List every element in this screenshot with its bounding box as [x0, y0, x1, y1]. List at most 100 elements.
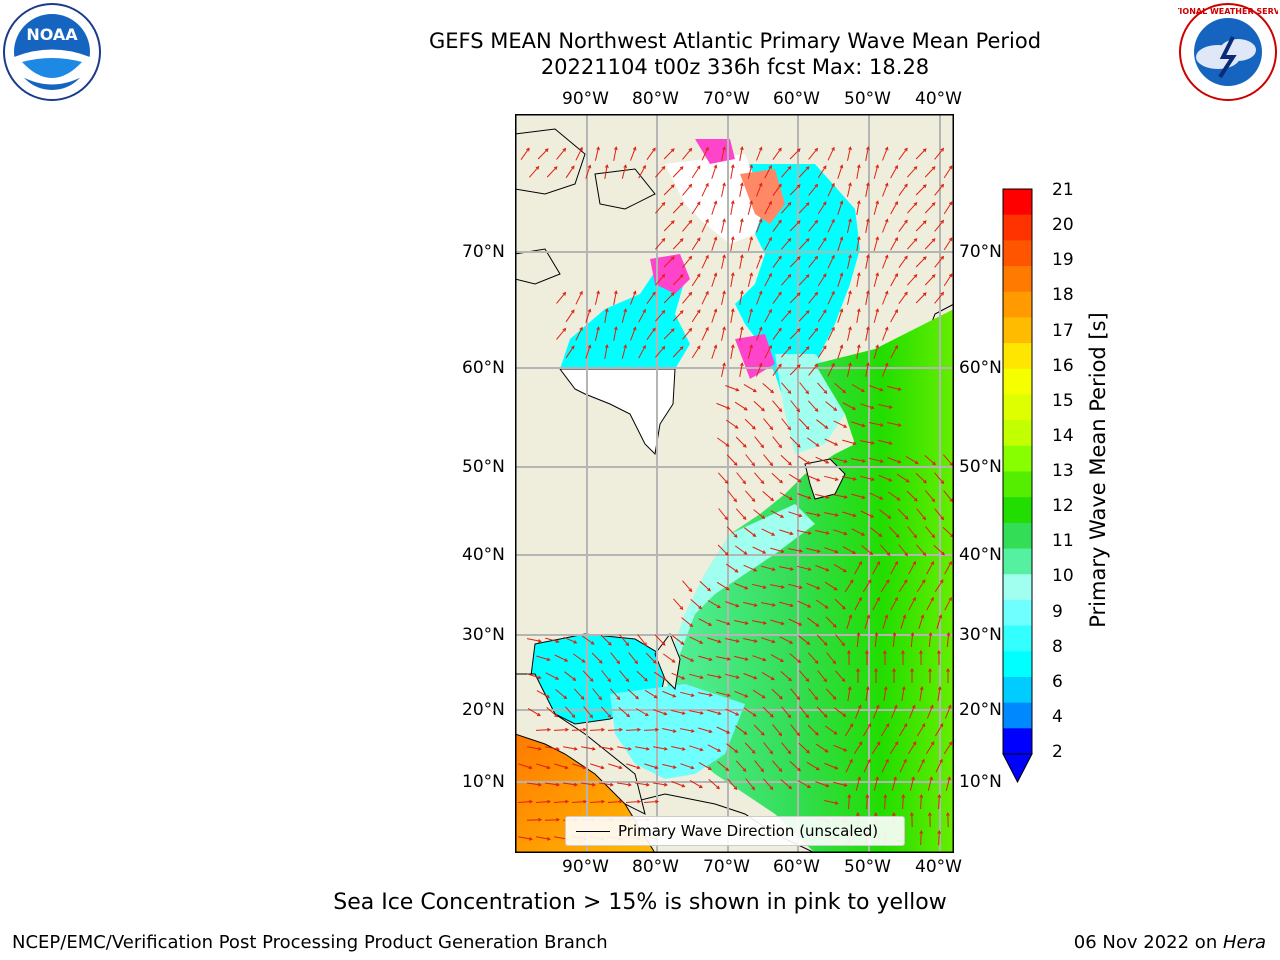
wave-arrow-head	[831, 362, 835, 367]
wave-arrow-head	[931, 238, 936, 242]
wave-arrow	[880, 579, 890, 593]
lat-label-left: 20°N	[462, 700, 505, 720]
wave-arrow	[554, 654, 568, 662]
wave-arrow-head	[874, 667, 878, 672]
wave-arrow	[887, 385, 901, 391]
wave-arrow	[789, 292, 801, 304]
wave-arrow-head	[544, 148, 549, 153]
wave-arrow-head	[589, 714, 594, 719]
wave-arrow	[711, 165, 717, 179]
colorbar-ticks: 21 20 19 18 17 16 15 14 13 12 11 10 9 8 6 4 2	[1052, 180, 1092, 770]
wave-arrow-head	[856, 344, 861, 349]
wave-arrow-head	[778, 147, 782, 152]
wave-arrow	[816, 419, 828, 429]
wave-arrow	[689, 673, 703, 679]
wave-arrow-head	[716, 785, 720, 790]
wave-arrow-head	[814, 327, 819, 332]
wave-arrow	[847, 363, 851, 377]
wave-arrow-head	[556, 817, 561, 822]
wave-arrow	[797, 780, 811, 788]
wave-arrow-head	[843, 748, 848, 752]
wave-arrow-head	[580, 696, 585, 700]
wave-arrow	[907, 202, 917, 214]
wave-arrow-head	[948, 201, 953, 206]
wave-arrow-head	[884, 614, 889, 619]
wave-arrow	[756, 255, 762, 269]
wave-arrow-head	[680, 641, 685, 645]
wave-arrow-head	[769, 713, 774, 718]
wave-arrow	[707, 600, 721, 608]
wave-arrow	[690, 599, 702, 609]
wave-arrow-head	[778, 363, 782, 368]
wave-arrow	[618, 707, 630, 717]
wave-arrow-head	[849, 758, 853, 763]
wave-arrow-head	[770, 497, 775, 502]
wave-arrow	[701, 291, 709, 305]
wave-arrow	[815, 456, 829, 464]
wave-arrow	[878, 404, 892, 408]
wave-arrow-head	[778, 291, 782, 296]
wave-arrow-head	[596, 146, 600, 151]
wave-arrow	[520, 148, 530, 160]
wave-arrow-head	[937, 686, 942, 691]
wave-arrow	[721, 327, 725, 341]
wave-arrow-head	[891, 811, 896, 816]
wave-arrow	[662, 763, 676, 769]
wave-arrow-head	[856, 236, 861, 241]
colorbar-segment	[1003, 189, 1032, 216]
map-canvas	[515, 114, 954, 853]
wave-arrow	[655, 202, 665, 214]
wave-arrow	[834, 707, 846, 717]
wave-arrow-head	[948, 165, 953, 170]
wave-arrow	[716, 656, 730, 660]
wave-arrow-head	[722, 218, 726, 223]
wave-arrow	[908, 597, 916, 611]
wave-arrow-head	[670, 256, 675, 261]
wave-arrow	[672, 166, 684, 178]
wave-arrow-head	[878, 533, 883, 537]
lat-label-left: 10°N	[462, 772, 505, 792]
wave-arrow	[556, 328, 566, 340]
wave-arrow-head	[733, 534, 738, 538]
wave-arrow-head	[831, 218, 835, 223]
wave-arrow	[563, 746, 577, 750]
wave-arrow	[906, 490, 918, 502]
wave-arrow-head	[894, 345, 898, 349]
colorbar-tick-label: 10	[1052, 566, 1074, 587]
wave-arrow	[725, 563, 739, 573]
wave-arrow	[862, 579, 872, 593]
wave-arrow-head	[730, 236, 735, 241]
wave-arrow	[608, 763, 622, 769]
wave-arrow-head	[852, 441, 857, 446]
wave-arrow-head	[831, 182, 835, 187]
footer-date: 06 Nov 2022 on	[1073, 932, 1223, 953]
wave-arrow-head	[870, 514, 875, 518]
wave-arrow-head	[663, 747, 668, 751]
wave-arrow-head	[940, 147, 945, 152]
wave-arrow	[691, 309, 701, 323]
colorbar-segment	[1003, 676, 1032, 704]
wave-arrow	[518, 836, 532, 840]
wave-arrow-head	[652, 147, 656, 152]
wave-arrow-head	[822, 345, 827, 350]
wave-arrow	[827, 147, 835, 161]
wave-arrow	[555, 689, 567, 699]
wave-arrow-head	[769, 462, 774, 467]
wave-arrow-head	[848, 290, 852, 295]
wave-arrow	[585, 345, 591, 359]
wave-arrow	[771, 472, 783, 484]
wave-arrow-head	[903, 758, 907, 763]
wave-arrow-head	[833, 731, 838, 735]
wave-arrow-head	[570, 345, 575, 350]
colorbar-tick-label: 15	[1052, 390, 1074, 411]
wave-arrow	[701, 255, 709, 269]
wave-arrow	[808, 364, 818, 376]
wave-arrow	[798, 310, 810, 322]
wave-arrow	[781, 238, 791, 250]
wave-arrow	[827, 183, 835, 197]
colorbar-tick-label: 21	[1052, 180, 1074, 200]
wave-arrow	[797, 493, 811, 499]
lon-label-bottom: 90°W	[562, 857, 609, 877]
wave-arrow-head	[894, 237, 898, 241]
noaa-logo: NOAA	[2, 2, 102, 102]
